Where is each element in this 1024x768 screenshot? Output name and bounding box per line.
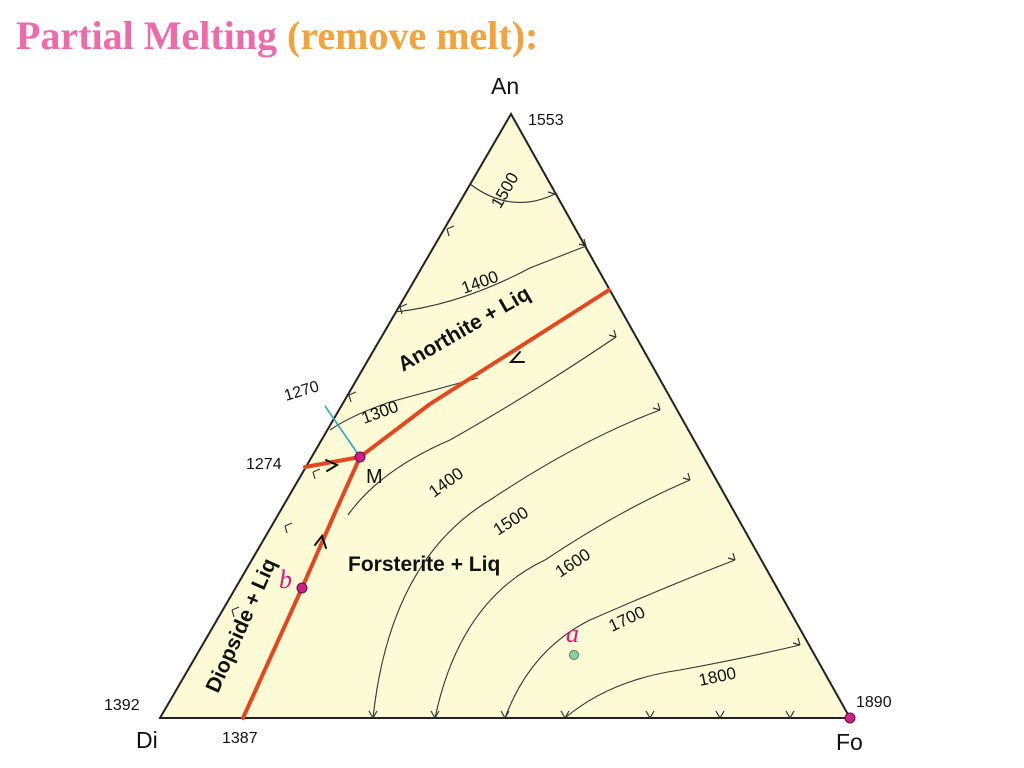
isotherm-1800 <box>564 644 801 719</box>
point-fo <box>844 712 856 724</box>
vertex-label-fo: Fo <box>836 729 863 755</box>
tick-bottom-4 <box>560 710 570 719</box>
field-label-forsterite: Forsterite + Liq <box>348 553 500 576</box>
tie-line-1270 <box>324 405 361 458</box>
temp-label-fo-melt: 1890 <box>856 694 892 711</box>
isotherm-1500-an <box>469 183 556 204</box>
isotherm-1500-fo <box>372 409 661 719</box>
temp-label-peritectic: 1274 <box>246 456 282 473</box>
tick-left-4 <box>312 468 321 480</box>
tick-left-3 <box>348 391 357 403</box>
flow-arrows <box>314 351 525 549</box>
vertex-label-an: An <box>491 73 519 99</box>
tick-right-4 <box>652 402 661 411</box>
edge-ticks <box>231 186 801 719</box>
tick-bottom-5 <box>645 710 655 719</box>
tick-right-1 <box>547 186 556 195</box>
temp-label-an-melt: 1553 <box>528 112 564 129</box>
tick-bottom-1 <box>368 710 378 719</box>
tick-right-2 <box>578 238 587 247</box>
point-m <box>354 451 366 463</box>
tick-bottom-7 <box>785 710 795 719</box>
tick-bottom-6 <box>715 710 725 719</box>
temp-label-di-fo-eutectic: 1387 <box>222 730 258 747</box>
tick-right-5 <box>682 472 691 481</box>
point-label-a: a <box>566 619 579 648</box>
arrow-upper-curve <box>508 351 525 363</box>
point-label-b: b <box>279 565 292 594</box>
tick-left-6 <box>231 606 240 618</box>
isotherms <box>329 183 801 719</box>
title-part-2: (remove melt): <box>287 13 539 58</box>
temp-label-di-melt: 1392 <box>104 697 140 714</box>
point-label-m: M <box>366 466 383 488</box>
point-a <box>569 650 579 660</box>
arrow-peritectic-curve <box>325 459 340 472</box>
tick-left-5 <box>284 522 293 534</box>
temp-label-di-an-eutectic: 1270 <box>282 378 321 405</box>
tick-bottom-2 <box>430 710 440 719</box>
vertex-label-di: Di <box>136 727 158 753</box>
isotherm-1700 <box>504 559 736 719</box>
cotectic-diopside-forsterite <box>241 455 362 720</box>
tick-right-7 <box>792 637 801 646</box>
cotectic-anorthite-forsterite <box>358 288 611 459</box>
point-b <box>296 582 308 594</box>
tick-bottom-3 <box>500 710 510 719</box>
isotherm-1300 <box>329 377 479 431</box>
arrow-diopside-curve <box>314 533 327 549</box>
isotherm-1600 <box>434 479 691 719</box>
tick-right-3 <box>608 329 617 338</box>
tick-left-1 <box>446 225 455 237</box>
slide-title: Partial Melting (remove melt): <box>16 14 538 58</box>
tick-right-6 <box>727 552 736 561</box>
isotherm-1400-an <box>394 245 587 313</box>
isotherm-1400-fo <box>347 336 617 516</box>
title-part-1: Partial Melting <box>16 13 288 58</box>
tick-left-2 <box>399 303 408 315</box>
